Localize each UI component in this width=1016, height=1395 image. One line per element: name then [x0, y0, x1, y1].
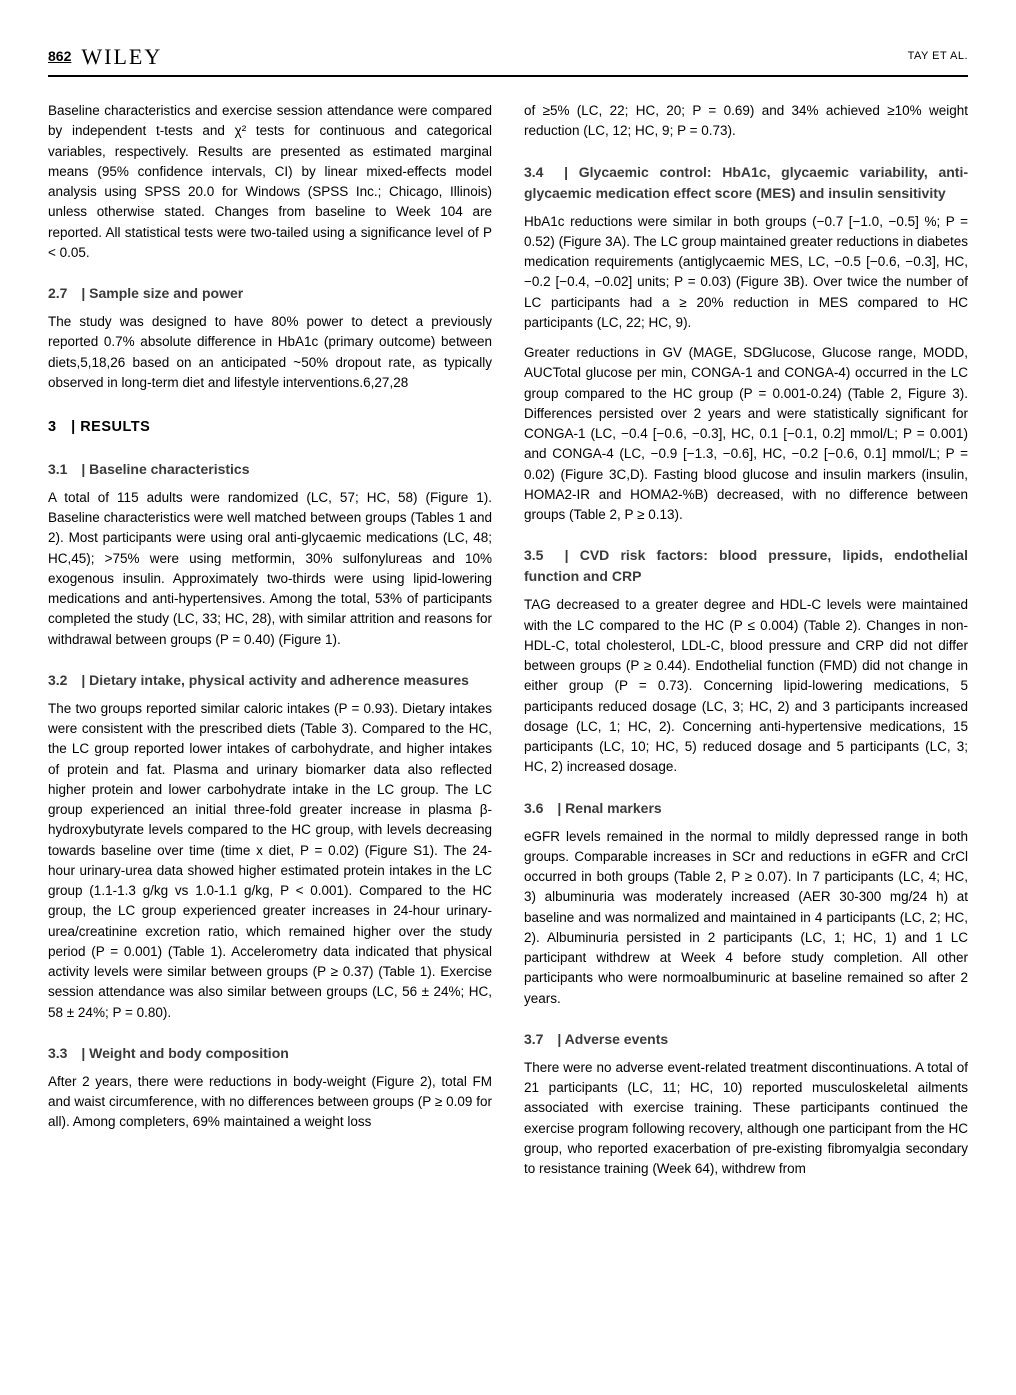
authors-label: TAY ET AL. — [908, 48, 968, 65]
page-number: 862 — [48, 46, 71, 67]
page-header: 862 WILEY TAY ET AL. — [48, 40, 968, 77]
body-3-5: TAG decreased to a greater degree and HD… — [524, 595, 968, 777]
heading-3-4: 3.4 | Glycaemic control: HbA1c, glycaemi… — [524, 162, 968, 204]
heading-2-7: 2.7 | Sample size and power — [48, 283, 492, 304]
intro-paragraph: Baseline characteristics and exercise se… — [48, 101, 492, 263]
body-3-6: eGFR levels remained in the normal to mi… — [524, 827, 968, 1009]
body-3-2: The two groups reported similar caloric … — [48, 699, 492, 1023]
body-3-3-a: After 2 years, there were reductions in … — [48, 1072, 492, 1133]
body-3-3-b: of ≥5% (LC, 22; HC, 20; P = 0.69) and 34… — [524, 101, 968, 142]
body-2-7: The study was designed to have 80% power… — [48, 312, 492, 393]
body-3-4-p2: Greater reductions in GV (MAGE, SDGlucos… — [524, 343, 968, 525]
header-left: 862 WILEY — [48, 40, 162, 73]
heading-3-2: 3.2 | Dietary intake, physical activity … — [48, 670, 492, 691]
heading-3-3: 3.3 | Weight and body composition — [48, 1043, 492, 1064]
heading-3-5: 3.5 | CVD risk factors: blood pressure, … — [524, 545, 968, 587]
heading-3: 3 | RESULTS — [48, 417, 492, 439]
journal-logo: WILEY — [81, 40, 162, 73]
body-3-4-p1: HbA1c reductions were similar in both gr… — [524, 212, 968, 334]
heading-3-6: 3.6 | Renal markers — [524, 798, 968, 819]
heading-3-1: 3.1 | Baseline characteristics — [48, 459, 492, 480]
body-3-1: A total of 115 adults were randomized (L… — [48, 488, 492, 650]
body-3-7: There were no adverse event-related trea… — [524, 1058, 968, 1180]
text-columns: Baseline characteristics and exercise se… — [48, 101, 968, 1179]
heading-3-7: 3.7 | Adverse events — [524, 1029, 968, 1050]
